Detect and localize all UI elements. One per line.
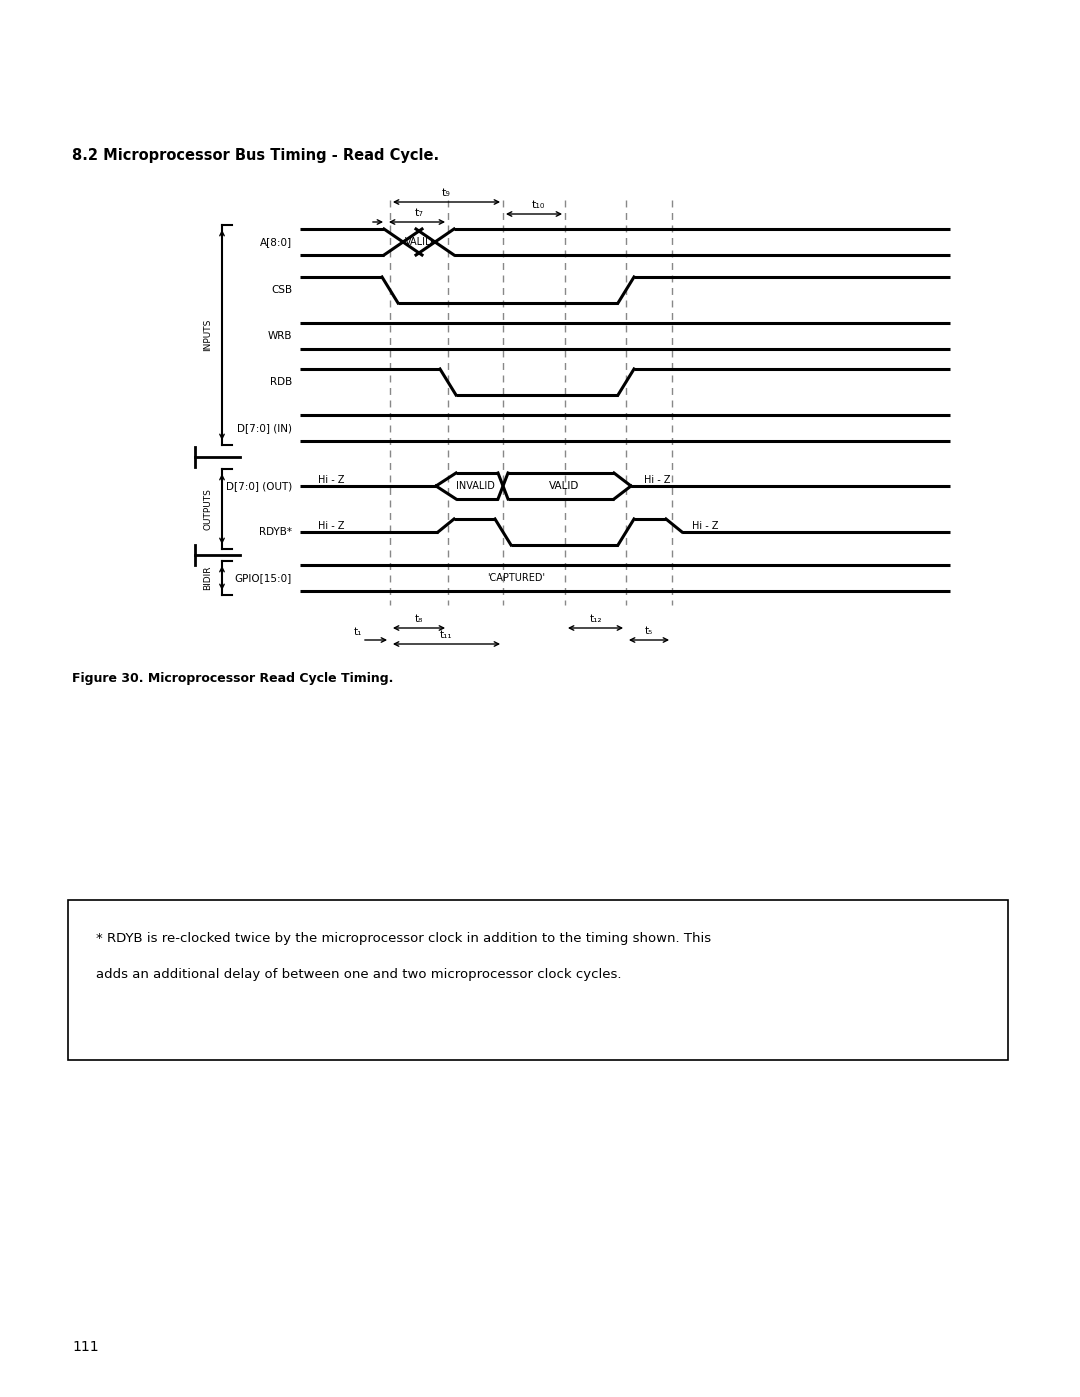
Text: INVALID: INVALID bbox=[456, 481, 495, 490]
Text: Hi - Z: Hi - Z bbox=[318, 475, 345, 485]
Text: CSB: CSB bbox=[271, 285, 292, 295]
Text: * RDYB is re-clocked twice by the microprocessor clock in addition to the timing: * RDYB is re-clocked twice by the microp… bbox=[96, 932, 711, 944]
Bar bbox=[68, 900, 1008, 1060]
Text: INPUTS: INPUTS bbox=[203, 319, 213, 351]
Text: 'CAPTURED': 'CAPTURED' bbox=[487, 573, 545, 583]
Text: D[7:0] (OUT): D[7:0] (OUT) bbox=[226, 481, 292, 490]
Text: Figure 30. Microprocessor Read Cycle Timing.: Figure 30. Microprocessor Read Cycle Tim… bbox=[72, 672, 393, 685]
Text: t₉: t₉ bbox=[442, 189, 451, 198]
Text: Hi - Z: Hi - Z bbox=[692, 521, 718, 531]
Text: t₁₁: t₁₁ bbox=[441, 630, 453, 640]
Text: 8.2 Microprocessor Bus Timing - Read Cycle.: 8.2 Microprocessor Bus Timing - Read Cyc… bbox=[72, 148, 440, 163]
Text: t₁₂: t₁₂ bbox=[590, 615, 602, 624]
Text: WRB: WRB bbox=[268, 331, 292, 341]
Text: VALID: VALID bbox=[550, 481, 580, 490]
Text: 111: 111 bbox=[72, 1340, 98, 1354]
Text: RDYB*: RDYB* bbox=[259, 527, 292, 536]
Text: D[7:0] (IN): D[7:0] (IN) bbox=[237, 423, 292, 433]
Text: t₁₀: t₁₀ bbox=[531, 200, 544, 210]
Text: OUTPUTS: OUTPUTS bbox=[203, 488, 213, 529]
Text: VALID: VALID bbox=[405, 237, 433, 247]
Text: t₈: t₈ bbox=[415, 615, 423, 624]
Text: A[8:0]: A[8:0] bbox=[260, 237, 292, 247]
Text: t₁: t₁ bbox=[354, 627, 362, 637]
Text: t₇: t₇ bbox=[415, 208, 423, 218]
Text: t₅: t₅ bbox=[645, 626, 653, 636]
Text: GPIO[15:0]: GPIO[15:0] bbox=[234, 573, 292, 583]
Text: Hi - Z: Hi - Z bbox=[318, 521, 345, 531]
Text: RDB: RDB bbox=[270, 377, 292, 387]
Text: adds an additional delay of between one and two microprocessor clock cycles.: adds an additional delay of between one … bbox=[96, 968, 621, 981]
Text: BIDIR: BIDIR bbox=[203, 566, 213, 591]
Text: Hi - Z: Hi - Z bbox=[644, 475, 671, 485]
